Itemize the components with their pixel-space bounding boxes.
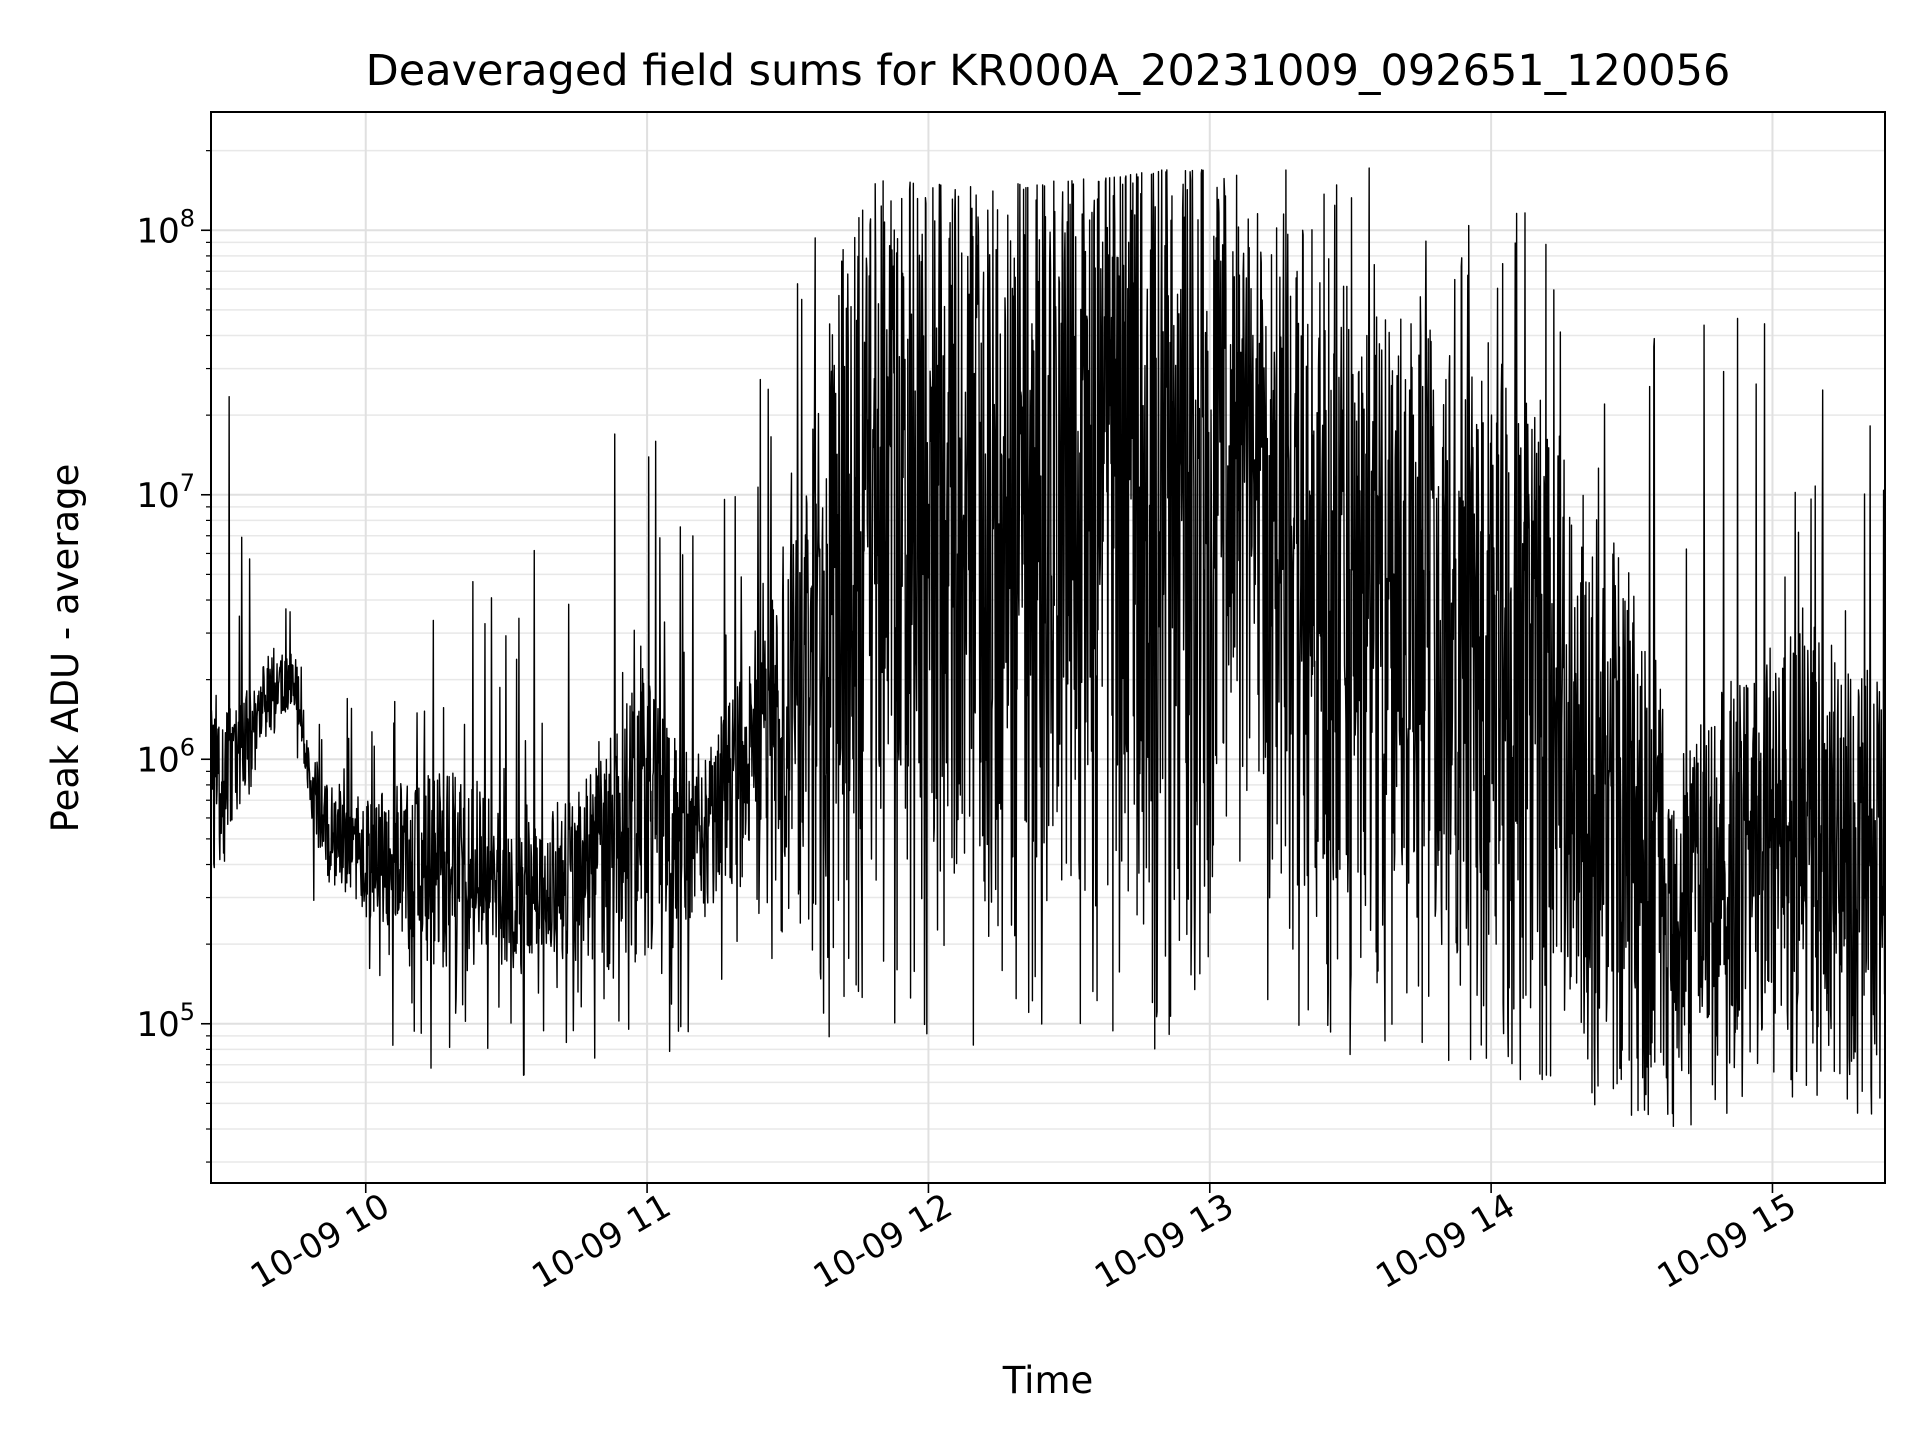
y-tick-label: 108 xyxy=(136,204,195,251)
plot-frame xyxy=(210,111,1886,1184)
y-axis-label: Peak ADU - average xyxy=(44,464,87,833)
y-tick-label: 106 xyxy=(136,733,195,780)
data-series-line xyxy=(210,167,1886,1128)
y-tick-label: 107 xyxy=(136,469,195,516)
chart-title: Deaveraged field sums for KR000A_2023100… xyxy=(366,46,1731,96)
x-axis-label: Time xyxy=(1002,1359,1094,1402)
series-line xyxy=(210,167,1886,1128)
y-tick-label: 105 xyxy=(136,998,195,1045)
